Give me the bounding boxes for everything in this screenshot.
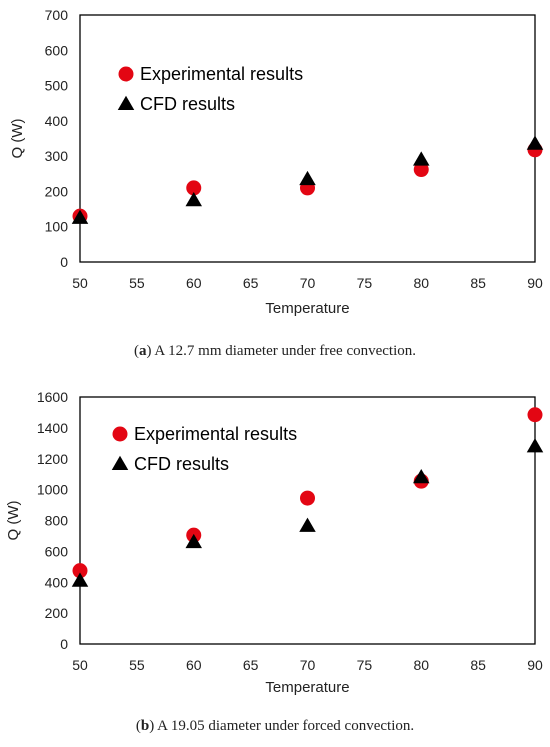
y-tick-label: 0: [60, 254, 68, 270]
x-tick-label: 85: [470, 657, 486, 673]
x-tick-label: 75: [357, 275, 373, 291]
experimental-point: [72, 563, 88, 579]
y-tick-label: 600: [45, 42, 69, 58]
x-tick-label: 80: [413, 275, 429, 291]
x-tick-label: 90: [527, 275, 543, 291]
y-tick-label: 200: [45, 605, 69, 621]
x-tick-label: 50: [72, 657, 88, 673]
y-tick-label: 800: [45, 513, 69, 529]
y-axis-title: Q (W): [9, 119, 26, 159]
cfd-point: [526, 438, 544, 453]
cfd-point: [413, 151, 430, 166]
x-tick-label: 60: [186, 275, 202, 291]
caption-a-label: a: [139, 343, 147, 359]
y-tick-label: 100: [45, 219, 69, 235]
plot-area-frame: [79, 396, 536, 645]
experimental-point: [186, 180, 202, 196]
legend-entry-label: Experimental results: [140, 64, 303, 84]
y-tick-label: 0: [60, 636, 68, 652]
legend-circle-marker: [112, 426, 128, 442]
y-tick-label: 600: [45, 543, 69, 559]
y-tick-label: 400: [45, 574, 69, 590]
y-tick-label: 400: [45, 113, 69, 129]
x-tick-label: 55: [129, 275, 145, 291]
x-tick-label: 90: [527, 657, 543, 673]
legend-entry-label: CFD results: [140, 94, 235, 114]
caption-a: (a) A 12.7 mm diameter under free convec…: [134, 343, 416, 359]
cfd-point: [299, 170, 316, 186]
cfd-point: [413, 469, 430, 484]
cfd-point: [71, 572, 89, 587]
cfd-point: [526, 135, 544, 150]
experimental-point: [300, 490, 315, 506]
caption-a-text: A 12.7 mm diameter under free convection…: [154, 343, 416, 359]
legend-entry-label: Experimental results: [134, 424, 297, 444]
cfd-point: [299, 517, 316, 532]
legend-entry-label: CFD results: [134, 454, 229, 474]
chart-b: 0 200 400 600 800 1000 1200 1400 1600 50 55 60 65 70 7…: [5, 389, 544, 696]
x-axis-title: Temperature: [265, 679, 349, 696]
cfd-point: [185, 533, 202, 549]
figure-panel-b: 0 200 400 600 800 1000 1200 1400 1600 50 55 60 65 70 7…: [0, 380, 550, 747]
x-tick-label: 55: [129, 657, 145, 673]
caption-b: (b) A 19.05 diameter under forced convec…: [135, 718, 415, 734]
legend-triangle-marker: [117, 95, 135, 110]
x-tick-label: 70: [300, 275, 316, 291]
y-tick-label: 200: [45, 183, 69, 199]
x-tick-label: 85: [470, 275, 486, 291]
x-tick-label: 60: [186, 657, 202, 673]
x-tick-label: 65: [243, 657, 259, 673]
x-tick-label: 65: [243, 275, 259, 291]
y-axis-title: Q (W): [5, 501, 22, 541]
y-tick-label: 1600: [37, 389, 68, 405]
y-tick-label: 500: [45, 78, 69, 94]
cfd-point: [185, 191, 202, 207]
plot-area-frame: [79, 14, 536, 263]
chart-a: 0 100 200 300 400 500 600 700 50 55 60 65 70 75 80 85 90…: [9, 7, 544, 317]
cfd-point: [71, 209, 89, 224]
legend-triangle-marker: [111, 455, 129, 470]
y-tick-label: 1200: [37, 451, 68, 467]
x-axis-title: Temperature: [265, 300, 349, 317]
y-tick-label: 1000: [37, 482, 68, 498]
y-tick-label: 1400: [37, 420, 68, 436]
experimental-point: [527, 407, 543, 423]
figure-panel-a: 0 100 200 300 400 500 600 700 50 55 60 65 70 75 80 85 90…: [0, 0, 550, 372]
x-tick-label: 75: [357, 657, 373, 673]
caption-b-text: A 19.05 diameter under forced convection…: [157, 718, 415, 734]
x-tick-label: 80: [413, 657, 429, 673]
legend-circle-marker: [118, 66, 134, 82]
x-tick-label: 70: [300, 657, 316, 673]
y-tick-label: 300: [45, 148, 69, 164]
caption-b-label: b: [140, 718, 150, 734]
y-tick-label: 700: [45, 7, 69, 23]
experimental-point: [413, 162, 429, 178]
x-tick-label: 50: [72, 275, 88, 291]
